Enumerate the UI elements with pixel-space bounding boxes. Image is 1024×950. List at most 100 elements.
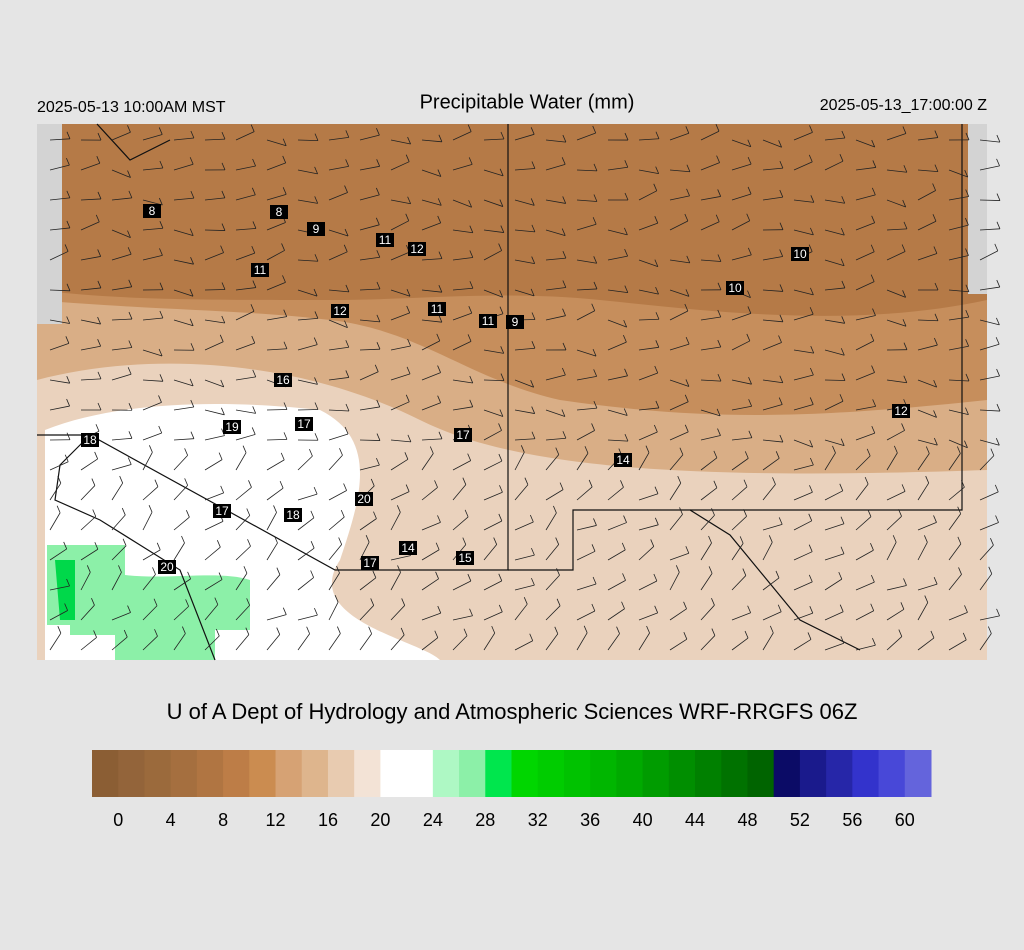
barb-shaft bbox=[545, 512, 557, 531]
barb-flag bbox=[119, 475, 124, 484]
barb-flag bbox=[314, 311, 319, 319]
barb-shaft bbox=[80, 319, 101, 325]
barb-flag bbox=[368, 626, 373, 634]
barb-shaft bbox=[173, 438, 194, 441]
barb-shaft bbox=[142, 549, 161, 561]
barb-flag bbox=[221, 315, 226, 324]
station-box bbox=[479, 314, 497, 328]
barb-shaft bbox=[576, 525, 597, 531]
barb-shaft bbox=[359, 464, 380, 471]
barb-shaft bbox=[142, 134, 163, 141]
barb-shaft bbox=[328, 289, 349, 293]
barb-shaft bbox=[607, 255, 628, 261]
barb-flag bbox=[66, 131, 71, 139]
barb-shaft bbox=[948, 439, 968, 449]
barb-shaft bbox=[204, 319, 225, 324]
barb-flag bbox=[438, 315, 443, 323]
barb-flag bbox=[810, 457, 814, 466]
barb-shaft bbox=[545, 489, 564, 501]
barb-shaft bbox=[917, 482, 930, 501]
barb-flag bbox=[118, 565, 122, 573]
barb-shaft bbox=[173, 319, 194, 327]
barb-shaft bbox=[669, 431, 689, 441]
barb-shaft bbox=[297, 614, 318, 621]
valid-local-time: 2025-05-13 10:00AM MST bbox=[37, 99, 226, 116]
barb-shaft bbox=[824, 287, 845, 291]
barb-shaft bbox=[514, 603, 528, 621]
barb-shaft bbox=[514, 409, 535, 414]
barb-flag bbox=[429, 446, 434, 454]
barb-flag bbox=[336, 626, 341, 634]
barb-shaft bbox=[886, 319, 907, 327]
barb-shaft bbox=[669, 454, 684, 471]
barb-flag bbox=[808, 544, 813, 552]
barb-shaft bbox=[762, 542, 773, 561]
barb-shaft bbox=[235, 452, 247, 471]
barb-shaft bbox=[731, 516, 747, 531]
barb-flag bbox=[679, 507, 683, 515]
barb-flag bbox=[65, 336, 70, 344]
barb-flag bbox=[711, 508, 715, 516]
barb-shaft bbox=[297, 517, 315, 531]
barb-shaft bbox=[235, 434, 256, 441]
barb-shaft bbox=[576, 259, 597, 264]
barb-flag bbox=[215, 628, 220, 637]
barb-flag bbox=[313, 288, 318, 297]
station-value: 16 bbox=[276, 373, 290, 387]
barb-shaft bbox=[390, 251, 410, 261]
barb-shaft bbox=[700, 379, 721, 382]
barb-shaft bbox=[607, 522, 627, 531]
barb-shaft bbox=[390, 312, 410, 321]
barb-shaft bbox=[886, 516, 902, 531]
barb-shaft bbox=[204, 379, 224, 388]
colorbar-bin bbox=[799, 750, 827, 797]
barb-flag bbox=[779, 314, 784, 322]
barb-shaft bbox=[669, 379, 690, 387]
barb-flag bbox=[250, 304, 255, 312]
barb-shaft bbox=[235, 310, 255, 321]
barb-shaft bbox=[452, 257, 473, 261]
barb-shaft bbox=[576, 169, 597, 172]
barb-flag bbox=[499, 409, 504, 417]
colorbar-bin bbox=[563, 750, 591, 797]
barb-flag bbox=[314, 607, 318, 616]
barb-shaft bbox=[607, 580, 626, 591]
barb-flag bbox=[892, 535, 897, 543]
barb-shaft bbox=[49, 164, 70, 171]
barb-flag bbox=[498, 513, 503, 522]
barb-shaft bbox=[204, 546, 221, 561]
barb-flag bbox=[562, 342, 567, 351]
barb-shaft bbox=[483, 580, 502, 591]
barb-shaft bbox=[700, 196, 721, 201]
barb-flag bbox=[934, 130, 939, 138]
barb-shaft bbox=[235, 228, 256, 231]
barb-flag bbox=[624, 132, 629, 141]
barb-flag bbox=[310, 510, 315, 519]
barb-flag bbox=[189, 157, 194, 165]
barb-shaft bbox=[545, 374, 566, 381]
barb-flag bbox=[956, 446, 961, 454]
barb-flag bbox=[283, 402, 288, 410]
barb-flag bbox=[988, 566, 993, 574]
barb-shaft bbox=[390, 555, 411, 561]
barb-flag bbox=[623, 408, 628, 416]
barb-shaft bbox=[328, 165, 349, 171]
barb-flag bbox=[462, 537, 467, 545]
barb-shaft bbox=[669, 169, 690, 173]
barb-shaft bbox=[266, 459, 285, 471]
barb-flag bbox=[901, 423, 905, 431]
barb-flag bbox=[778, 335, 782, 343]
barb-shaft bbox=[855, 610, 874, 621]
barb-shaft bbox=[576, 349, 597, 357]
barb-shaft bbox=[731, 379, 752, 385]
barb-shaft bbox=[669, 310, 689, 321]
barb-shaft bbox=[979, 250, 998, 261]
barb-flag bbox=[462, 477, 467, 485]
barb-shaft bbox=[80, 548, 99, 561]
barb-shaft bbox=[824, 199, 845, 204]
barb-shaft bbox=[762, 319, 783, 323]
dry-region bbox=[37, 124, 987, 316]
border bbox=[37, 124, 509, 571]
barb-shaft bbox=[855, 251, 875, 261]
colorbar-tick-label: 56 bbox=[842, 810, 862, 830]
